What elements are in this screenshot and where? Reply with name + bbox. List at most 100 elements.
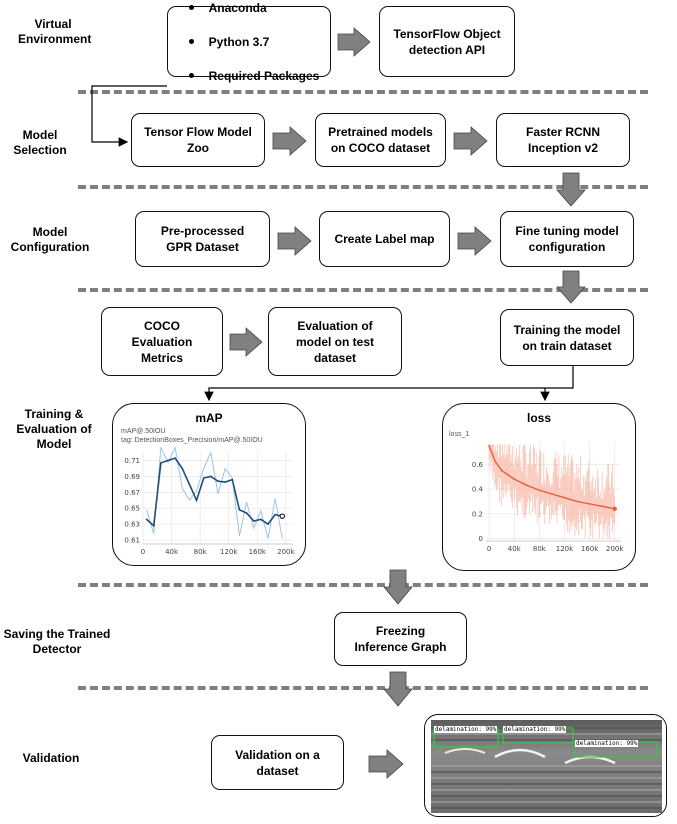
pretrained-models-box: Pretrained models on COCO dataset (315, 113, 446, 167)
section-label-validation: Validation (22, 751, 80, 765)
loss-last-point (612, 506, 617, 512)
map-data-point (245, 512, 248, 514)
y-tick-label: 0.63 (124, 521, 140, 529)
map-data-point (152, 524, 155, 527)
map-data-point (145, 518, 148, 521)
x-tick-label: 0 (141, 548, 145, 556)
separator (78, 583, 648, 587)
separator (78, 185, 648, 189)
loss-data-point (500, 469, 503, 472)
environment-item: Required Packages (188, 68, 320, 83)
gpr-result-image: delamination: 99% delamination: 99% dela… (424, 714, 667, 817)
block-arrow-right (337, 27, 371, 57)
loss-chart-card: loss loss_1 0 0.2 0.4 0.6 0 40k 80k 120k 160k 200… (442, 403, 636, 571)
map-data-point (195, 499, 198, 502)
separator (78, 686, 648, 690)
map-data-point (167, 459, 169, 462)
map-chart-title: mAP (195, 411, 223, 425)
separator (78, 288, 648, 292)
map-series-line (146, 457, 283, 528)
map-last-point (279, 513, 285, 519)
y-tick-label: 0.69 (124, 473, 140, 481)
x-tick-label: 200k (606, 545, 624, 553)
loss-chart: 0 0.2 0.4 0.6 0 40k 80k 120k 160k 200k (472, 442, 624, 553)
environment-requirements-box: Anaconda Python 3.7 Required Packages (167, 1, 331, 83)
label-map-box: Create Label map (319, 211, 450, 267)
x-tick-label: 80k (533, 545, 547, 553)
map-chart-card: mAP mAP@.50IOU tag: DetectionBoxes_Preci… (112, 403, 306, 566)
y-tick-label: 0.2 (472, 510, 483, 518)
map-data-point (267, 523, 269, 526)
gpr-radargram (431, 720, 662, 813)
y-tick-label: 0 (479, 535, 483, 543)
block-arrow-right (368, 749, 404, 779)
loss-data-point (601, 505, 604, 508)
gpr-band (431, 771, 662, 773)
block-arrow-down (556, 270, 586, 304)
x-tick-label: 200k (277, 548, 295, 556)
training-box: Training the model on train dataset (500, 309, 634, 366)
gpr-band (431, 789, 662, 791)
model-zoo-box: Tensor Flow Model Zoo (131, 113, 265, 167)
loss-data-point (576, 500, 578, 503)
map-data-point (217, 480, 219, 483)
environment-item: Python 3.7 (188, 33, 320, 51)
block-arrow-down (556, 172, 586, 207)
y-tick-label: 0.65 (124, 505, 140, 513)
gpr-band (431, 739, 662, 741)
map-data-point (181, 467, 184, 470)
y-tick-label: 0.67 (124, 489, 140, 497)
y-tick-label: 0.61 (124, 537, 140, 545)
map-chart-subtitle: mAP@.50IOU (121, 428, 166, 435)
loss-chart-title: loss (526, 411, 551, 425)
x-tick-label: 40k (165, 548, 179, 556)
gpr-band (431, 777, 662, 779)
gpr-dataset-box: Pre-processed GPR Dataset (135, 211, 270, 267)
y-tick-label: 0.71 (124, 457, 140, 465)
loss-series-line (488, 445, 615, 510)
gpr-band (431, 807, 662, 809)
section-label-saving-detector: Saving the Trained Detector (3, 627, 111, 656)
faster-rcnn-box: Faster RCNN Inception v2 (496, 113, 630, 167)
loss-data-point (538, 489, 541, 492)
map-data-point (259, 518, 262, 521)
map-data-point (252, 520, 255, 522)
section-label-model-selection: Model Selection (13, 128, 67, 157)
block-arrow-down (383, 569, 413, 605)
block-arrow-right (277, 226, 312, 256)
map-data-point (159, 462, 162, 464)
map-data-point (174, 457, 177, 460)
loss-data-point (513, 478, 516, 481)
environment-item: Anaconda (188, 0, 320, 17)
loss-data-point (551, 493, 553, 495)
loss-data-point (588, 502, 591, 505)
reflection-hyperbola (444, 748, 486, 754)
gpr-band (431, 765, 662, 767)
x-tick-label: 120k (556, 545, 574, 553)
detection-label: delamination: 99% (503, 726, 567, 733)
section-label-training-evaluation: Training & Evaluation of Model (16, 407, 92, 451)
block-arrow-right (457, 226, 492, 256)
y-tick-label: 0.4 (472, 486, 484, 494)
map-data-point (238, 508, 241, 511)
tensorflow-api-box: TensorFlow Object detection API (379, 6, 515, 77)
map-chart-tag: tag: DetectionBoxes_Precision/mAP@.50IOU (121, 437, 263, 444)
section-label-virtual-environment: Virtual Environment (18, 17, 92, 46)
x-tick-label: 80k (194, 548, 208, 556)
x-tick-label: 0 (487, 545, 491, 553)
loss-data-point (563, 496, 566, 499)
gpr-band (431, 783, 662, 785)
freezing-graph-box: Freezing Inference Graph (334, 612, 467, 666)
evaluation-box: Evaluation of model on test dataset (268, 307, 402, 376)
environment-list: Anaconda Python 3.7 Required Packages (179, 0, 320, 101)
separator (78, 90, 648, 94)
loss-data-point (525, 484, 528, 487)
map-data-point (224, 481, 227, 483)
x-tick-label: 40k (508, 545, 522, 553)
x-tick-label: 160k (581, 545, 599, 553)
map-chart: 0.61 0.63 0.65 0.67 0.69 0.71 0 40k 80k 120k 160k 2… (124, 445, 296, 556)
map-data-point (188, 483, 191, 486)
coco-metrics-box: COCO Evaluation Metrics (101, 307, 223, 376)
gpr-band (431, 733, 662, 735)
